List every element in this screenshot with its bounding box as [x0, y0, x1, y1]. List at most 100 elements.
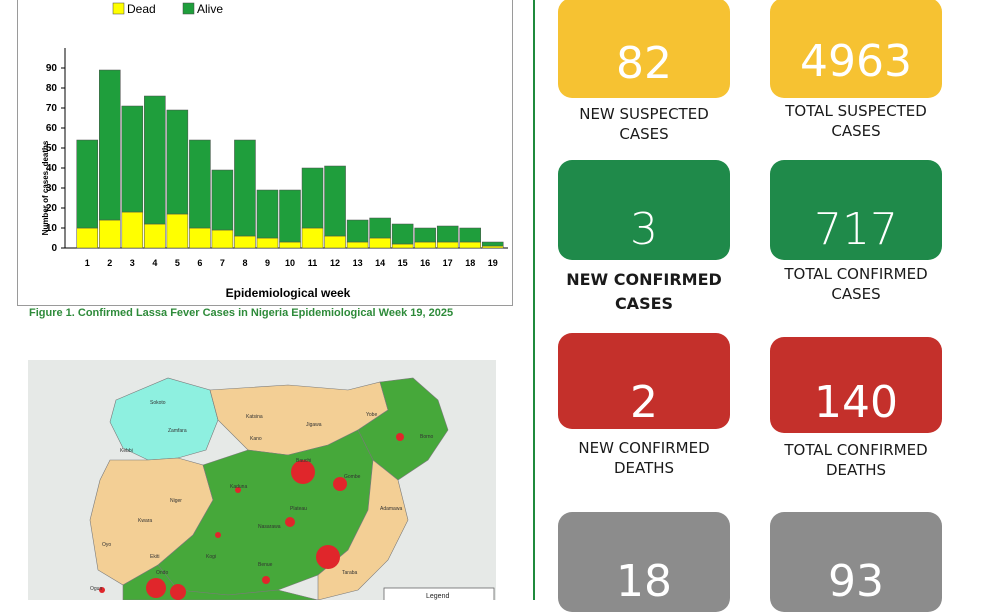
state-label: Nasarawa: [258, 524, 281, 530]
tile-label-line: NEW CONFIRMED: [566, 270, 722, 289]
bar-alive-week-13: [346, 219, 369, 243]
bar-alive-week-19: [481, 241, 504, 247]
tile-label-total-suspected-cases: TOTAL SUSPECTED CASES: [756, 101, 956, 141]
tile-label-line: CASES: [831, 285, 881, 303]
bar-alive-week-16: [414, 227, 436, 243]
legend-swatch-alive: [182, 2, 195, 15]
state-label: Adamawa: [380, 506, 402, 512]
bar-alive-week-12: [324, 165, 346, 237]
tile-label-line: CASES: [831, 122, 881, 140]
map-hotspot: [316, 545, 340, 569]
map-legend-title: Legend: [426, 593, 449, 600]
map-legend-box: [383, 587, 495, 600]
legend-label-dead: Dead: [127, 2, 156, 16]
tile-label-total-confirmed-deaths: TOTAL CONFIRMED DEATHS: [756, 440, 956, 480]
map-region-east: [317, 459, 409, 600]
y-axis-label: Number of cases, deaths: [41, 140, 50, 235]
bar-dead-week-9: [256, 237, 279, 249]
x-tick-label: 1: [85, 258, 90, 268]
legend-swatch-dead: [112, 2, 125, 15]
tile-label-line: TOTAL CONFIRMED: [784, 265, 928, 283]
x-tick-label: 8: [242, 258, 247, 268]
tile-label-line: CASES: [614, 294, 674, 313]
tile-label-line: NEW SUSPECTED: [579, 105, 709, 123]
bar-alive-week-8: [234, 139, 256, 237]
tile-label-line: DEATHS: [613, 459, 675, 477]
bar-dead-week-5: [166, 213, 189, 249]
tile-grey-2: 93: [770, 512, 942, 612]
bar-dead-week-4: [144, 223, 166, 249]
y-tick-label: 60: [46, 123, 58, 134]
chart-panel: 0 10 20 30 40 50 60 70 80 90 1 2 3 4 5 6 7 8 9 10 11 12 13 14 15…: [17, 0, 513, 306]
tile-label-new-confirmed-deaths: NEW CONFIRMED DEATHS: [544, 438, 744, 478]
x-tick-label: 17: [443, 258, 453, 268]
x-tick-label: 6: [197, 258, 202, 268]
x-axis-label: Epidemiological week: [226, 286, 351, 300]
tile-value: 4963: [800, 36, 912, 87]
x-tick-label: 14: [375, 258, 385, 268]
bar-dead-week-7: [211, 229, 234, 249]
tile-label-line: NEW CONFIRMED: [578, 439, 710, 457]
tile-label-line: DEATHS: [825, 461, 887, 479]
x-tick-label: 3: [130, 258, 135, 268]
map-hotspot: [215, 532, 221, 538]
bar-alive-week-4: [144, 95, 166, 225]
bar-dead-week-14: [369, 237, 391, 249]
y-tick-label: 0: [51, 243, 57, 254]
state-label: Sokoto: [150, 400, 166, 406]
state-label: Borno: [420, 434, 434, 440]
x-tick-label: 15: [398, 258, 408, 268]
bar-dead-week-3: [121, 211, 144, 249]
tile-value: 18: [616, 556, 672, 607]
map-hotspot: [285, 517, 295, 527]
x-tick-label: 10: [285, 258, 295, 268]
nigeria-map: Sokoto Zamfara Kebbi Katsina Kano Jigawa…: [28, 360, 496, 600]
tile-total-confirmed-deaths: 140: [770, 337, 942, 433]
y-tick-label: 10: [46, 223, 58, 234]
tile-new-confirmed-deaths: 2: [558, 333, 730, 429]
map-region-northwest: [109, 377, 219, 461]
state-label: Yobe: [366, 412, 377, 418]
tile-grey-1: 18: [558, 512, 730, 612]
bar-dead-week-8: [234, 235, 256, 249]
map-region-northeast: [357, 377, 449, 481]
state-label: Kwara: [138, 518, 152, 524]
state-label: Plateau: [290, 506, 307, 512]
bar-alive-week-18: [459, 227, 481, 243]
state-label: Kogi: [206, 554, 216, 560]
tile-value: 3: [630, 204, 658, 255]
x-tick-label: 18: [465, 258, 475, 268]
state-label: Kebbi: [120, 448, 133, 454]
tile-value: 717: [814, 204, 898, 255]
tile-value: 82: [616, 38, 672, 89]
tile-label-new-suspected-cases: NEW SUSPECTED CASES: [544, 104, 744, 144]
state-label: Oyo: [102, 542, 111, 548]
state-label: Kaduna: [230, 484, 247, 490]
y-tick-label: 40: [46, 163, 58, 174]
y-tick-label: 20: [46, 203, 58, 214]
bar-dead-week-19: [481, 245, 504, 249]
x-tick-label: 19: [488, 258, 498, 268]
map-hotspot: [333, 477, 347, 491]
bar-dead-week-10: [279, 241, 301, 249]
tile-total-confirmed-cases: 717: [770, 160, 942, 260]
tile-value: 93: [828, 556, 884, 607]
state-label: Gombe: [344, 474, 361, 480]
state-label: Ekiti: [150, 554, 159, 560]
bar-alive-week-10: [279, 189, 301, 243]
tile-label-line: CASES: [619, 125, 669, 143]
bar-dead-week-13: [346, 241, 369, 249]
state-label: Taraba: [342, 570, 358, 576]
y-tick-label: 70: [46, 103, 58, 114]
x-tick-label: 9: [265, 258, 270, 268]
bar-dead-week-12: [324, 235, 346, 249]
y-tick-label: 50: [46, 143, 58, 154]
bar-alive-week-1: [76, 139, 99, 229]
state-label: Ondo: [156, 570, 168, 576]
map-hotspot: [235, 487, 241, 493]
state-label: Jigawa: [306, 422, 322, 428]
tile-label-total-confirmed-cases: TOTAL CONFIRMED CASES: [756, 264, 956, 304]
legend-label-alive: Alive: [197, 2, 223, 16]
x-tick-label: 2: [107, 258, 112, 268]
